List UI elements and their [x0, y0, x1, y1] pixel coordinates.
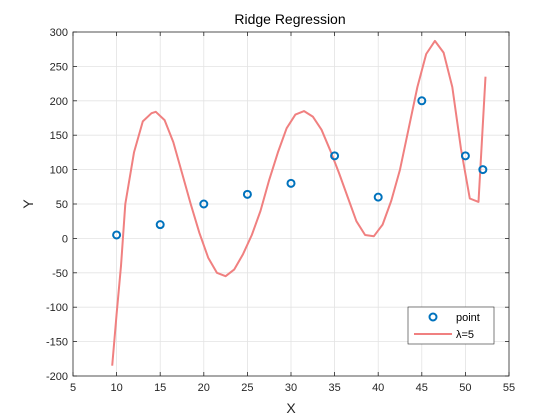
x-tick-label: 45 — [416, 382, 428, 394]
y-tick-label: 250 — [50, 61, 68, 73]
legend-marker-point — [428, 312, 438, 322]
legend-label-lambda: λ=5 — [456, 329, 474, 341]
y-tick-label: -200 — [46, 371, 68, 383]
data-point — [112, 230, 122, 240]
x-tick-label: 10 — [110, 382, 122, 394]
y-tick-label: 100 — [50, 165, 68, 177]
ridge-fit-line — [111, 39, 487, 366]
chart-title: Ridge Regression — [234, 11, 345, 27]
series-layer — [111, 39, 488, 366]
x-tick-label: 30 — [285, 382, 297, 394]
legend: point λ=5 — [407, 306, 495, 345]
data-point — [199, 199, 209, 209]
x-tick-label: 50 — [459, 382, 471, 394]
data-point — [373, 192, 383, 202]
x-tick-label: 35 — [328, 382, 340, 394]
x-tick-label: 40 — [372, 382, 384, 394]
data-point — [242, 189, 252, 199]
data-point — [417, 96, 427, 106]
legend-label-point: point — [456, 312, 480, 324]
ticks: 5 10 15 20 25 30 35 40 45 50 55 -200 -150 -100 -50 0 50 1… — [46, 27, 515, 394]
data-point — [330, 151, 340, 161]
x-tick-label: 5 — [70, 382, 76, 394]
x-tick-label: 25 — [241, 382, 253, 394]
y-tick-label: -150 — [46, 337, 68, 349]
y-tick-label: -50 — [52, 268, 68, 280]
legend-box — [407, 306, 495, 345]
y-tick-label: 300 — [50, 27, 68, 39]
y-tick-label: 50 — [56, 199, 68, 211]
y-tick-label: 0 — [62, 233, 68, 245]
y-tick-label: 150 — [50, 130, 68, 142]
x-axis-label: X — [286, 400, 296, 416]
data-point — [286, 178, 296, 188]
data-point — [155, 220, 165, 230]
x-tick-label: 15 — [154, 382, 166, 394]
y-axis-label: Y — [20, 199, 36, 209]
data-point — [460, 151, 470, 161]
y-tick-label: 200 — [50, 96, 68, 108]
data-point — [478, 165, 488, 175]
x-tick-label: 20 — [198, 382, 210, 394]
x-tick-label: 55 — [503, 382, 515, 394]
y-tick-label: -100 — [46, 302, 68, 314]
